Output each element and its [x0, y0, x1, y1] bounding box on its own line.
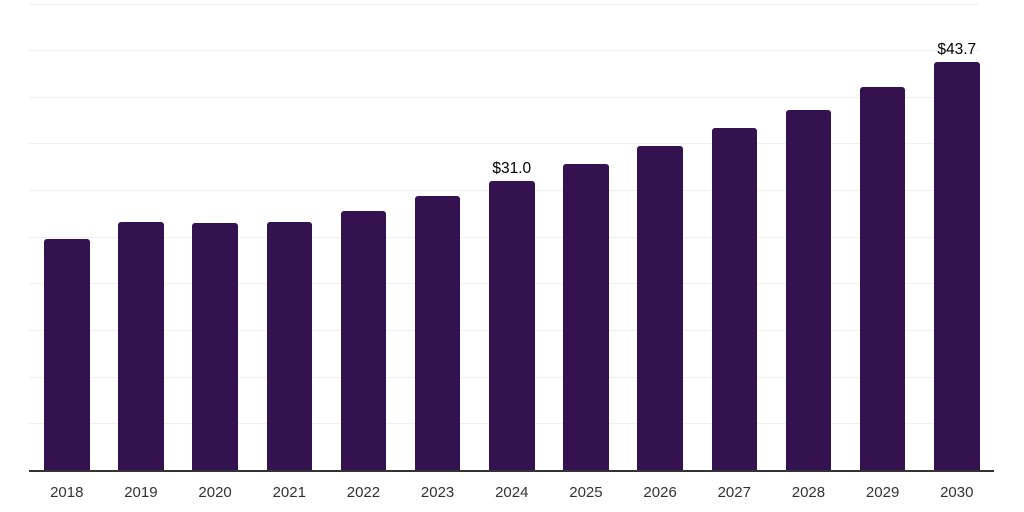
x-tick-label-2025: 2025 — [569, 484, 603, 501]
x-tick-label-2024: 2024 — [495, 484, 529, 501]
x-tick-label-2018: 2018 — [50, 484, 84, 501]
bar-2024 — [489, 180, 535, 470]
x-tick-label-2019: 2019 — [124, 484, 158, 501]
bar-2028 — [785, 109, 832, 470]
bar-value-label-2024: $31.0 — [492, 159, 532, 177]
bar-2030 — [934, 62, 980, 470]
bar-2019 — [118, 221, 164, 470]
bar-value-label-2030: $43.7 — [937, 41, 977, 59]
x-tick-label-2028: 2028 — [791, 484, 826, 501]
bar-2023 — [414, 195, 461, 470]
x-tick-label-2029: 2029 — [865, 484, 900, 501]
gridline — [29, 143, 979, 145]
gridline — [29, 50, 979, 52]
x-tick-label-2030: 2030 — [940, 484, 974, 501]
x-tick-label-2021: 2021 — [272, 484, 306, 501]
bar-2020 — [192, 222, 238, 470]
x-tick-label-2023: 2023 — [420, 484, 455, 501]
x-axis-line — [29, 469, 994, 472]
bar-2029 — [859, 86, 906, 470]
bar-2021 — [266, 221, 312, 470]
bar-2027 — [711, 127, 758, 470]
x-tick-label-2020: 2020 — [198, 484, 232, 501]
gridline — [29, 96, 979, 98]
x-tick-label-2022: 2022 — [346, 484, 381, 501]
bar-2022 — [340, 210, 387, 470]
gridline — [29, 3, 979, 5]
x-tick-label-2026: 2026 — [643, 484, 677, 501]
bar-2025 — [563, 163, 609, 470]
bar-2018 — [44, 238, 90, 470]
x-tick-label-2027: 2027 — [717, 484, 751, 501]
bar-2026 — [637, 146, 683, 470]
